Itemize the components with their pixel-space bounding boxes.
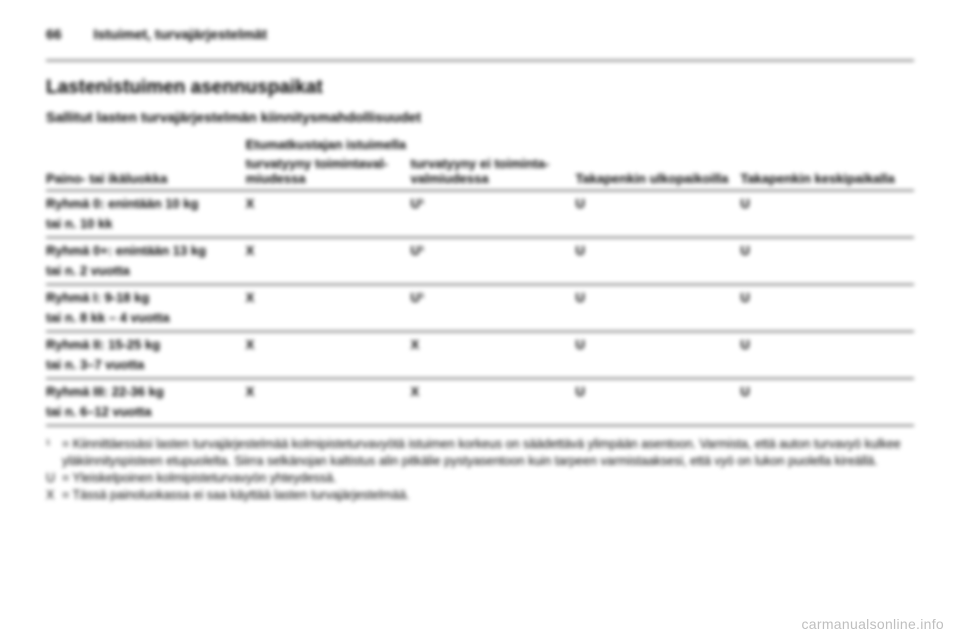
footnote-1-text: = Kiinnittäessäsi lasten turvajärjestelm… [62, 436, 914, 470]
footnote-X-text: = Tässä painoluokassa ei saa käyttää las… [62, 487, 914, 504]
cell: U [740, 379, 914, 405]
cell: U [575, 379, 740, 405]
mounting-table: Etumatkustajan istuimella Paino- tai ikä… [46, 135, 914, 426]
page-header: 66 Istuimet, turvajärjestelmät [46, 26, 914, 42]
chapter-title: Istuimet, turvajärjestelmät [93, 26, 267, 42]
row-sublabel: tai n. 6–12 vuotta [46, 404, 246, 426]
section-subtitle: Sallitut lasten turvajärjestelmän kiinni… [46, 109, 914, 125]
col-group-front-passenger: Etumatkustajan istuimella [246, 135, 576, 154]
cell: U [575, 332, 740, 358]
cell: U [740, 238, 914, 264]
cell: U [740, 285, 914, 311]
row-label: Ryhmä I: 9-18 kg [46, 285, 246, 311]
footnote-U-text: = Yleiskelpoinen kolmipisteturvavyön yht… [62, 470, 914, 487]
cell: U [740, 191, 914, 217]
footnote-X-key: X [46, 487, 62, 504]
cell: X [246, 379, 411, 405]
cell: X [411, 332, 576, 358]
cell: X [411, 379, 576, 405]
row-label: Ryhmä 0: enintään 10 kg [46, 191, 246, 217]
col-airbag-inactive: turvatyyny ei toiminta­valmiudessa [411, 154, 576, 191]
col-weight-class: Paino- tai ikäluokka [46, 154, 246, 191]
page-number: 66 [46, 26, 62, 42]
row-sublabel: tai n. 2 vuotta [46, 263, 246, 285]
cell: U¹ [411, 285, 576, 311]
row-label: Ryhmä 0+: enintään 13 kg [46, 238, 246, 264]
footnotes: ¹ = Kiinnittäessäsi lasten turvajärjeste… [46, 436, 914, 504]
footnote-1-key: ¹ [46, 436, 62, 470]
col-rear-outer: Takapenkin ulkopaikoilla [575, 154, 740, 191]
cell: U¹ [411, 191, 576, 217]
row-label: Ryhmä III: 22-36 kg [46, 379, 246, 405]
cell: U [575, 285, 740, 311]
cell: X [246, 285, 411, 311]
row-sublabel: tai n. 3–7 vuotta [46, 357, 246, 379]
cell: U [575, 238, 740, 264]
row-sublabel: tai n. 10 kk [46, 216, 246, 238]
cell: U¹ [411, 238, 576, 264]
row-sublabel: tai n. 8 kk – 4 vuotta [46, 310, 246, 332]
footnote-U-key: U [46, 470, 62, 487]
cell: X [246, 332, 411, 358]
header-divider [46, 60, 914, 61]
section-title: Lastenistuimen asennuspaikat [46, 77, 914, 99]
watermark: carmanualsonline.info [802, 616, 945, 632]
cell: X [246, 238, 411, 264]
cell: U [740, 332, 914, 358]
cell: U [575, 191, 740, 217]
row-label: Ryhmä II: 15-25 kg [46, 332, 246, 358]
col-rear-center: Takapenkin keskipaikalla [740, 154, 914, 191]
cell: X [246, 191, 411, 217]
col-airbag-active: turvatyyny toimintaval­miudessa [246, 154, 411, 191]
